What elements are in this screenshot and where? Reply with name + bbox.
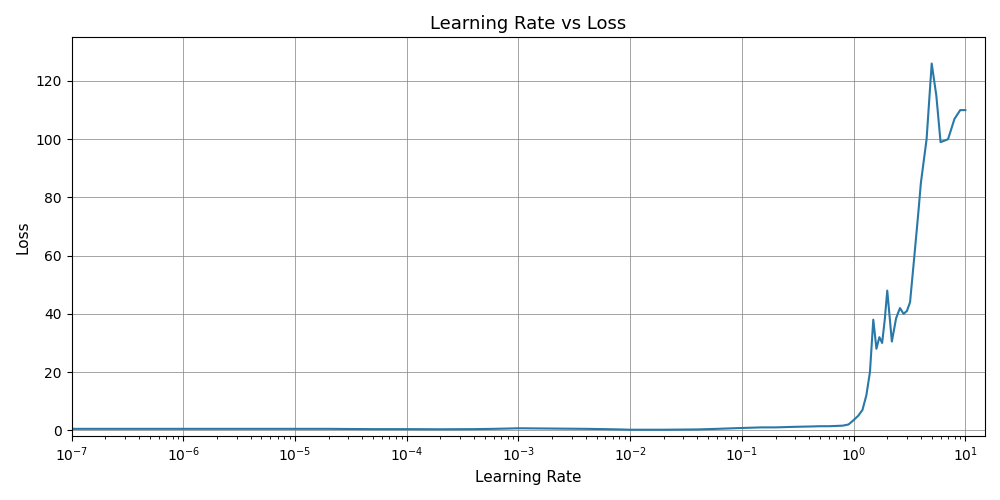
X-axis label: Learning Rate: Learning Rate: [475, 470, 582, 485]
Y-axis label: Loss: Loss: [15, 220, 30, 254]
Title: Learning Rate vs Loss: Learning Rate vs Loss: [430, 15, 626, 33]
